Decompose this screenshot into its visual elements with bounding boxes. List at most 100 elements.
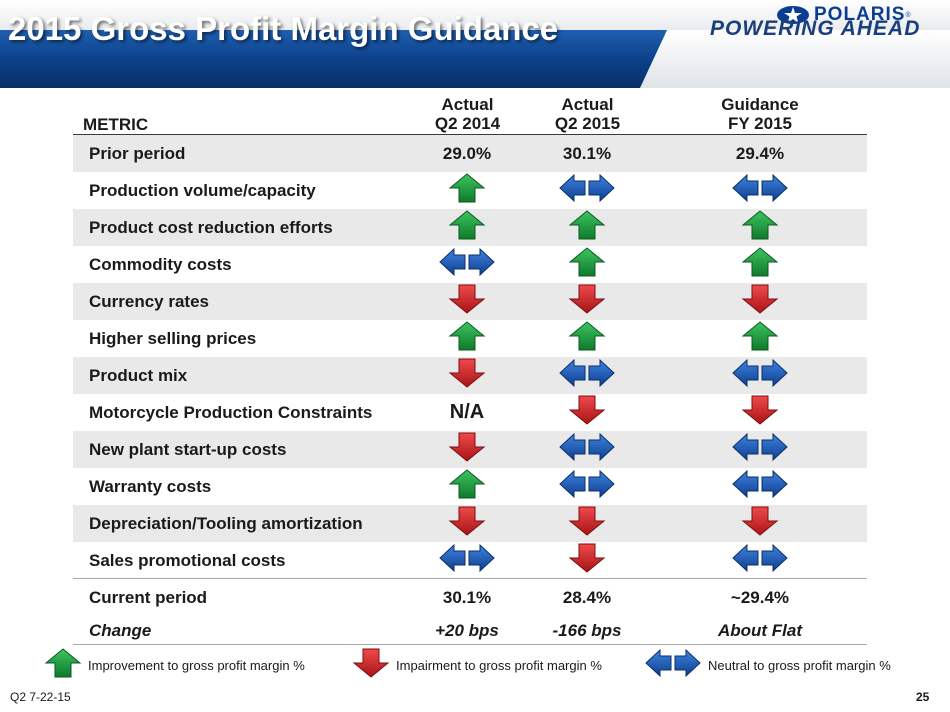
polaris-logo: POLARIS ® bbox=[776, 4, 911, 26]
header-q2-2015-line2: Q2 2015 bbox=[554, 114, 621, 133]
header-metric: METRIC bbox=[83, 115, 149, 134]
current-q2-2014: 30.1% bbox=[442, 587, 492, 607]
cell-q2-2015 bbox=[530, 209, 644, 246]
row-label: Sales promotional costs bbox=[89, 551, 286, 570]
cell-q2-2014 bbox=[410, 320, 524, 357]
cell-fy-2015 bbox=[700, 357, 820, 394]
cell-q2-2014 bbox=[410, 283, 524, 320]
legend-impairment: Impairment to gross profit margin % bbox=[352, 647, 602, 683]
arrow-down-icon bbox=[448, 283, 486, 320]
header-fy-2015-line2: FY 2015 bbox=[728, 114, 792, 133]
cell-q2-2015 bbox=[530, 431, 644, 468]
change-fy-2015: About Flat bbox=[717, 620, 803, 640]
footer-date: Q2 7-22-15 bbox=[10, 690, 71, 704]
arrow-up-icon bbox=[44, 647, 82, 684]
current-q2-2015: 28.4% bbox=[562, 587, 612, 607]
table-row: New plant start-up costs bbox=[73, 431, 867, 468]
cell-fy-2015 bbox=[700, 209, 820, 246]
current-period-label: Current period bbox=[89, 588, 208, 607]
arrow-up-icon bbox=[448, 320, 486, 357]
row-label: Product mix bbox=[89, 366, 188, 385]
legend-neutral: Neutral to gross profit margin % bbox=[644, 647, 891, 683]
arrow-down-icon bbox=[568, 283, 606, 320]
table-row: Product mix bbox=[73, 357, 867, 394]
change-q2-2014: +20 bps bbox=[435, 620, 499, 640]
row-label: Warranty costs bbox=[89, 477, 212, 496]
cell-fy-2015 bbox=[700, 283, 820, 320]
arrow-down-icon bbox=[741, 283, 779, 320]
header-q2-2014-line2: Q2 2014 bbox=[434, 114, 501, 133]
table-row: Depreciation/Tooling amortization bbox=[73, 505, 867, 542]
arrow-up-icon bbox=[448, 468, 486, 505]
row-label: Depreciation/Tooling amortization bbox=[89, 514, 363, 533]
row-label: Product cost reduction efforts bbox=[89, 218, 333, 237]
row-label: Production volume/capacity bbox=[89, 181, 316, 200]
header-q2-2015: Actual Q2 2015 bbox=[530, 95, 645, 133]
current-period-rule bbox=[73, 578, 867, 579]
change-label: Change bbox=[89, 621, 152, 640]
cell-q2-2014 bbox=[410, 468, 524, 505]
row-label: Higher selling prices bbox=[89, 329, 257, 348]
row-label: Prior period bbox=[89, 144, 186, 163]
cell-q2-2015 bbox=[530, 468, 644, 505]
arrow-left-right-icon bbox=[558, 432, 616, 467]
table-row: Prior period 29.0% 30.1% 29.4% bbox=[73, 135, 867, 172]
arrow-left-right-icon bbox=[438, 247, 496, 282]
legend-neutral-label: Neutral to gross profit margin % bbox=[708, 657, 891, 673]
cell-q2-2015 bbox=[530, 246, 644, 283]
arrow-left-right-icon bbox=[438, 543, 496, 578]
arrow-up-icon bbox=[741, 246, 779, 283]
arrow-down-icon bbox=[448, 431, 486, 468]
cell-q2-2015 bbox=[530, 172, 644, 209]
cell-fy-2015 bbox=[700, 468, 820, 505]
cell-fy-2015 bbox=[700, 431, 820, 468]
arrow-left-right-icon bbox=[731, 173, 789, 208]
header-q2-2014: Actual Q2 2014 bbox=[410, 95, 525, 133]
cell-q2-2014: 29.0% bbox=[410, 135, 524, 172]
header-q2-2014-line1: Actual bbox=[441, 95, 494, 114]
cell-q2-2014 bbox=[410, 505, 524, 542]
arrow-left-right-icon bbox=[731, 358, 789, 393]
arrow-down-icon bbox=[568, 542, 606, 579]
header-q2-2015-line1: Actual bbox=[561, 95, 614, 114]
arrow-down-icon bbox=[448, 357, 486, 394]
cell-fy-2015 bbox=[700, 505, 820, 542]
arrow-left-right-icon bbox=[558, 358, 616, 393]
current-period-row: Current period 30.1% 28.4% ~29.4% bbox=[73, 579, 867, 616]
arrow-up-icon bbox=[568, 320, 606, 357]
arrow-down-icon bbox=[741, 505, 779, 542]
tagline-text: POWERING AHEAD bbox=[710, 17, 921, 40]
arrow-down-icon bbox=[568, 505, 606, 542]
arrow-up-icon bbox=[448, 172, 486, 209]
cell-fy-2015 bbox=[700, 394, 820, 431]
current-fy-2015: ~29.4% bbox=[730, 587, 790, 607]
row-label: New plant start-up costs bbox=[89, 440, 287, 459]
cell-fy-2015 bbox=[700, 542, 820, 579]
arrow-left-right-icon bbox=[644, 648, 702, 683]
table-row: Sales promotional costs bbox=[73, 542, 867, 579]
cell-q2-2015 bbox=[530, 394, 644, 431]
cell-q2-2015 bbox=[530, 505, 644, 542]
row-label: Currency rates bbox=[89, 292, 210, 311]
table-row: Production volume/capacity bbox=[73, 172, 867, 209]
star-icon bbox=[777, 6, 809, 24]
arrow-up-icon bbox=[568, 246, 606, 283]
logo-registered-mark: ® bbox=[905, 11, 911, 19]
cell-q2-2014 bbox=[410, 357, 524, 394]
arrow-left-right-icon bbox=[558, 469, 616, 504]
cell-q2-2015: 30.1% bbox=[530, 135, 644, 172]
cell-q2-2015 bbox=[530, 320, 644, 357]
cell-q2-2014 bbox=[410, 172, 524, 209]
cell-fy-2015: 29.4% bbox=[700, 135, 820, 172]
arrow-left-right-icon bbox=[731, 469, 789, 504]
arrow-up-icon bbox=[741, 209, 779, 246]
arrow-up-icon bbox=[448, 209, 486, 246]
cell-value: N/A bbox=[449, 401, 485, 423]
change-q2-2015: -166 bps bbox=[552, 620, 622, 640]
arrow-left-right-icon bbox=[731, 543, 789, 578]
table-row: Motorcycle Production Constraints N/A bbox=[73, 394, 867, 431]
arrow-down-icon bbox=[448, 505, 486, 542]
bottom-rule bbox=[73, 644, 867, 645]
cell-fy-2015 bbox=[700, 172, 820, 209]
row-label: Motorcycle Production Constraints bbox=[89, 403, 373, 422]
